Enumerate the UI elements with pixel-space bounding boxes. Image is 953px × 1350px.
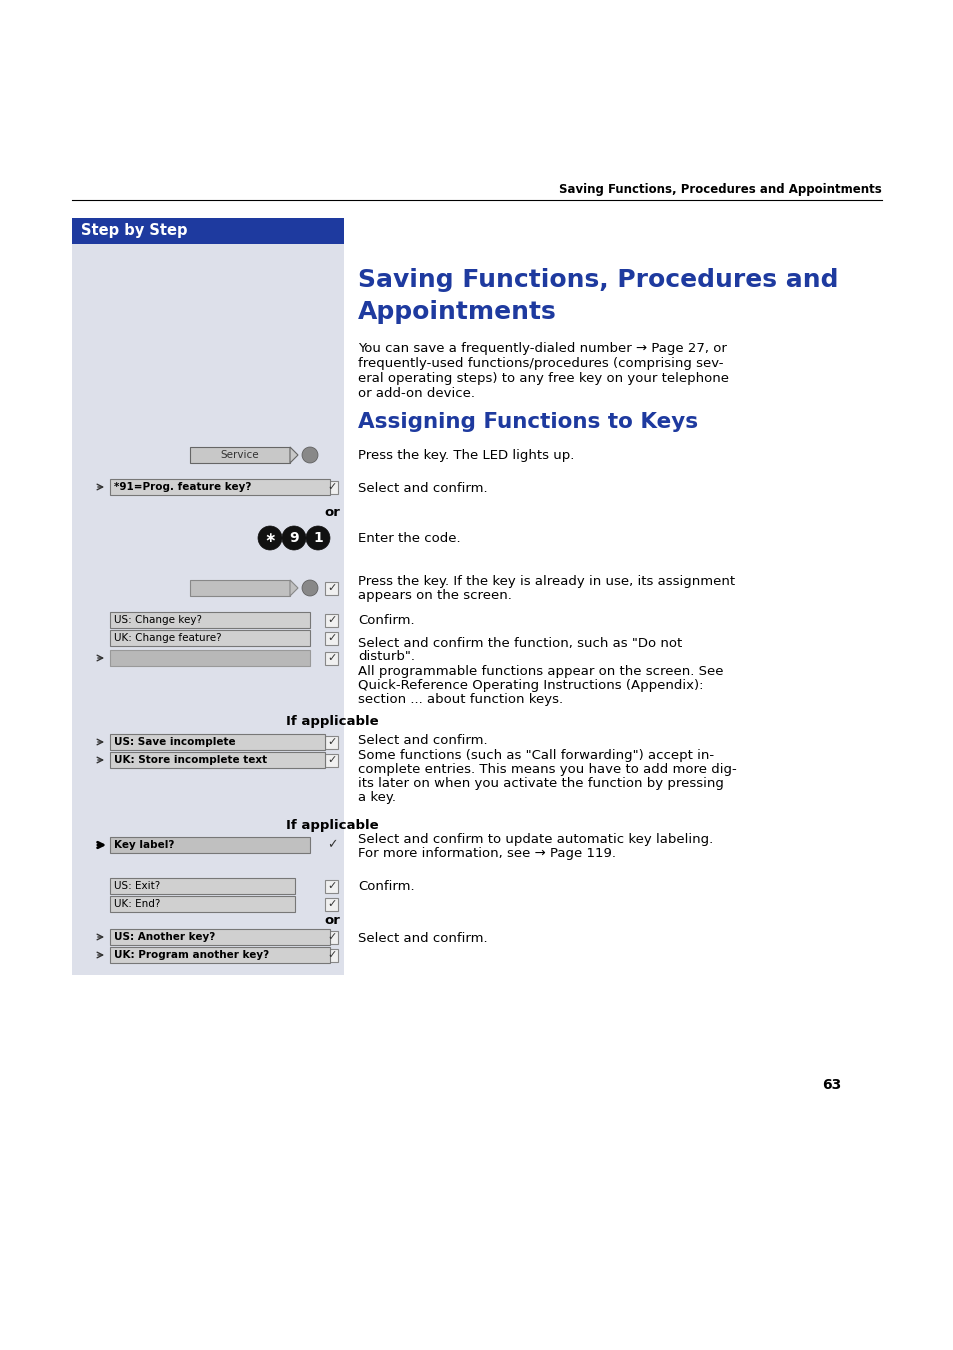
Text: disturb".: disturb".	[357, 651, 415, 663]
Circle shape	[257, 526, 282, 549]
Text: Select and confirm.: Select and confirm.	[357, 482, 487, 494]
Bar	[325, 632, 338, 644]
Text: Select and confirm to update automatic key labeling.: Select and confirm to update automatic k…	[357, 833, 713, 845]
Text: Service: Service	[220, 450, 259, 460]
Text: US: Exit?: US: Exit?	[113, 882, 160, 891]
Bar	[325, 753, 338, 767]
Text: UK: End?: UK: End?	[113, 899, 160, 909]
Text: ✓: ✓	[327, 633, 336, 643]
Text: ✓: ✓	[327, 899, 336, 909]
Bar	[325, 898, 338, 910]
Text: All programmable functions appear on the screen. See: All programmable functions appear on the…	[357, 664, 722, 678]
Circle shape	[302, 580, 317, 595]
Text: Key label?: Key label?	[113, 840, 174, 850]
Bar	[325, 613, 338, 626]
Bar	[110, 878, 294, 894]
Bar	[110, 479, 330, 495]
Text: UK: Program another key?: UK: Program another key?	[113, 950, 269, 960]
Text: 9: 9	[289, 531, 298, 545]
Bar	[325, 652, 338, 664]
Text: 63: 63	[821, 1079, 841, 1092]
Text: or add-on device.: or add-on device.	[357, 387, 475, 400]
Text: or: or	[324, 506, 339, 520]
Text: Assigning Functions to Keys: Assigning Functions to Keys	[357, 412, 698, 432]
Text: its later on when you activate the function by pressing: its later on when you activate the funct…	[357, 776, 723, 790]
Text: US: Another key?: US: Another key?	[113, 931, 215, 942]
Text: UK: Change feature?: UK: Change feature?	[113, 633, 221, 643]
Bar	[325, 949, 338, 961]
Text: Step by Step: Step by Step	[81, 224, 188, 239]
Text: Press the key. The LED lights up.: Press the key. The LED lights up.	[357, 450, 574, 463]
Bar	[325, 736, 338, 748]
Bar	[110, 630, 310, 647]
Text: US: Change key?: US: Change key?	[113, 616, 202, 625]
Text: *91=Prog. feature key?: *91=Prog. feature key?	[113, 482, 251, 491]
Text: For more information, see → Page 119.: For more information, see → Page 119.	[357, 846, 616, 860]
Text: US: Save incomplete: US: Save incomplete	[113, 737, 235, 747]
Text: ✓: ✓	[327, 482, 336, 491]
Text: Some functions (such as "Call forwarding") accept in-: Some functions (such as "Call forwarding…	[357, 748, 714, 761]
Bar	[325, 930, 338, 944]
Bar	[110, 837, 310, 853]
Bar	[325, 879, 338, 892]
Text: Saving Functions, Procedures and: Saving Functions, Procedures and	[357, 269, 838, 292]
Text: appears on the screen.: appears on the screen.	[357, 590, 512, 602]
Text: ✓: ✓	[327, 882, 336, 891]
Text: Select and confirm.: Select and confirm.	[357, 734, 487, 748]
Bar	[110, 929, 330, 945]
Text: ✓: ✓	[327, 838, 337, 852]
Bar	[110, 752, 325, 768]
Bar	[325, 481, 338, 494]
Polygon shape	[290, 447, 297, 463]
Bar	[71, 217, 344, 975]
Text: If applicable: If applicable	[285, 819, 378, 833]
Text: Quick-Reference Operating Instructions (Appendix):: Quick-Reference Operating Instructions (…	[357, 679, 702, 691]
Text: ✓: ✓	[327, 737, 336, 747]
Text: frequently-used functions/procedures (comprising sev-: frequently-used functions/procedures (co…	[357, 356, 722, 370]
Text: ✓: ✓	[327, 616, 336, 625]
Text: Saving Functions, Procedures and Appointments: Saving Functions, Procedures and Appoint…	[558, 184, 882, 196]
Bar	[71, 217, 344, 244]
Text: ✓: ✓	[327, 583, 336, 593]
Text: Select and confirm.: Select and confirm.	[357, 931, 487, 945]
Text: ∗: ∗	[264, 531, 275, 545]
Bar	[110, 734, 325, 751]
Bar	[325, 582, 338, 594]
Text: eral operating steps) to any free key on your telephone: eral operating steps) to any free key on…	[357, 373, 728, 385]
Text: Confirm.: Confirm.	[357, 880, 415, 894]
Text: complete entries. This means you have to add more dig-: complete entries. This means you have to…	[357, 763, 736, 775]
Bar	[190, 580, 290, 595]
Text: Select and confirm the function, such as "Do not: Select and confirm the function, such as…	[357, 636, 681, 649]
Text: or: or	[324, 914, 339, 926]
Circle shape	[302, 447, 317, 463]
Circle shape	[282, 526, 306, 549]
Text: Confirm.: Confirm.	[357, 614, 415, 628]
Text: UK: Store incomplete text: UK: Store incomplete text	[113, 755, 267, 765]
Text: ✓: ✓	[327, 931, 336, 942]
Circle shape	[306, 526, 330, 549]
Text: a key.: a key.	[357, 791, 395, 803]
Text: section ... about function keys.: section ... about function keys.	[357, 693, 562, 706]
Bar	[110, 612, 310, 628]
Text: If applicable: If applicable	[285, 716, 378, 729]
Bar	[110, 649, 310, 666]
Bar	[190, 447, 290, 463]
Text: ✓: ✓	[327, 653, 336, 663]
Text: ✓: ✓	[327, 950, 336, 960]
Polygon shape	[290, 580, 297, 595]
Text: You can save a frequently-dialed number → Page 27, or: You can save a frequently-dialed number …	[357, 342, 726, 355]
Bar	[110, 896, 294, 913]
Bar	[110, 946, 330, 963]
Text: Appointments: Appointments	[357, 300, 557, 324]
Text: ✓: ✓	[327, 755, 336, 765]
Text: 1: 1	[313, 531, 322, 545]
Text: Enter the code.: Enter the code.	[357, 532, 460, 545]
Text: Press the key. If the key is already in use, its assignment: Press the key. If the key is already in …	[357, 575, 735, 589]
